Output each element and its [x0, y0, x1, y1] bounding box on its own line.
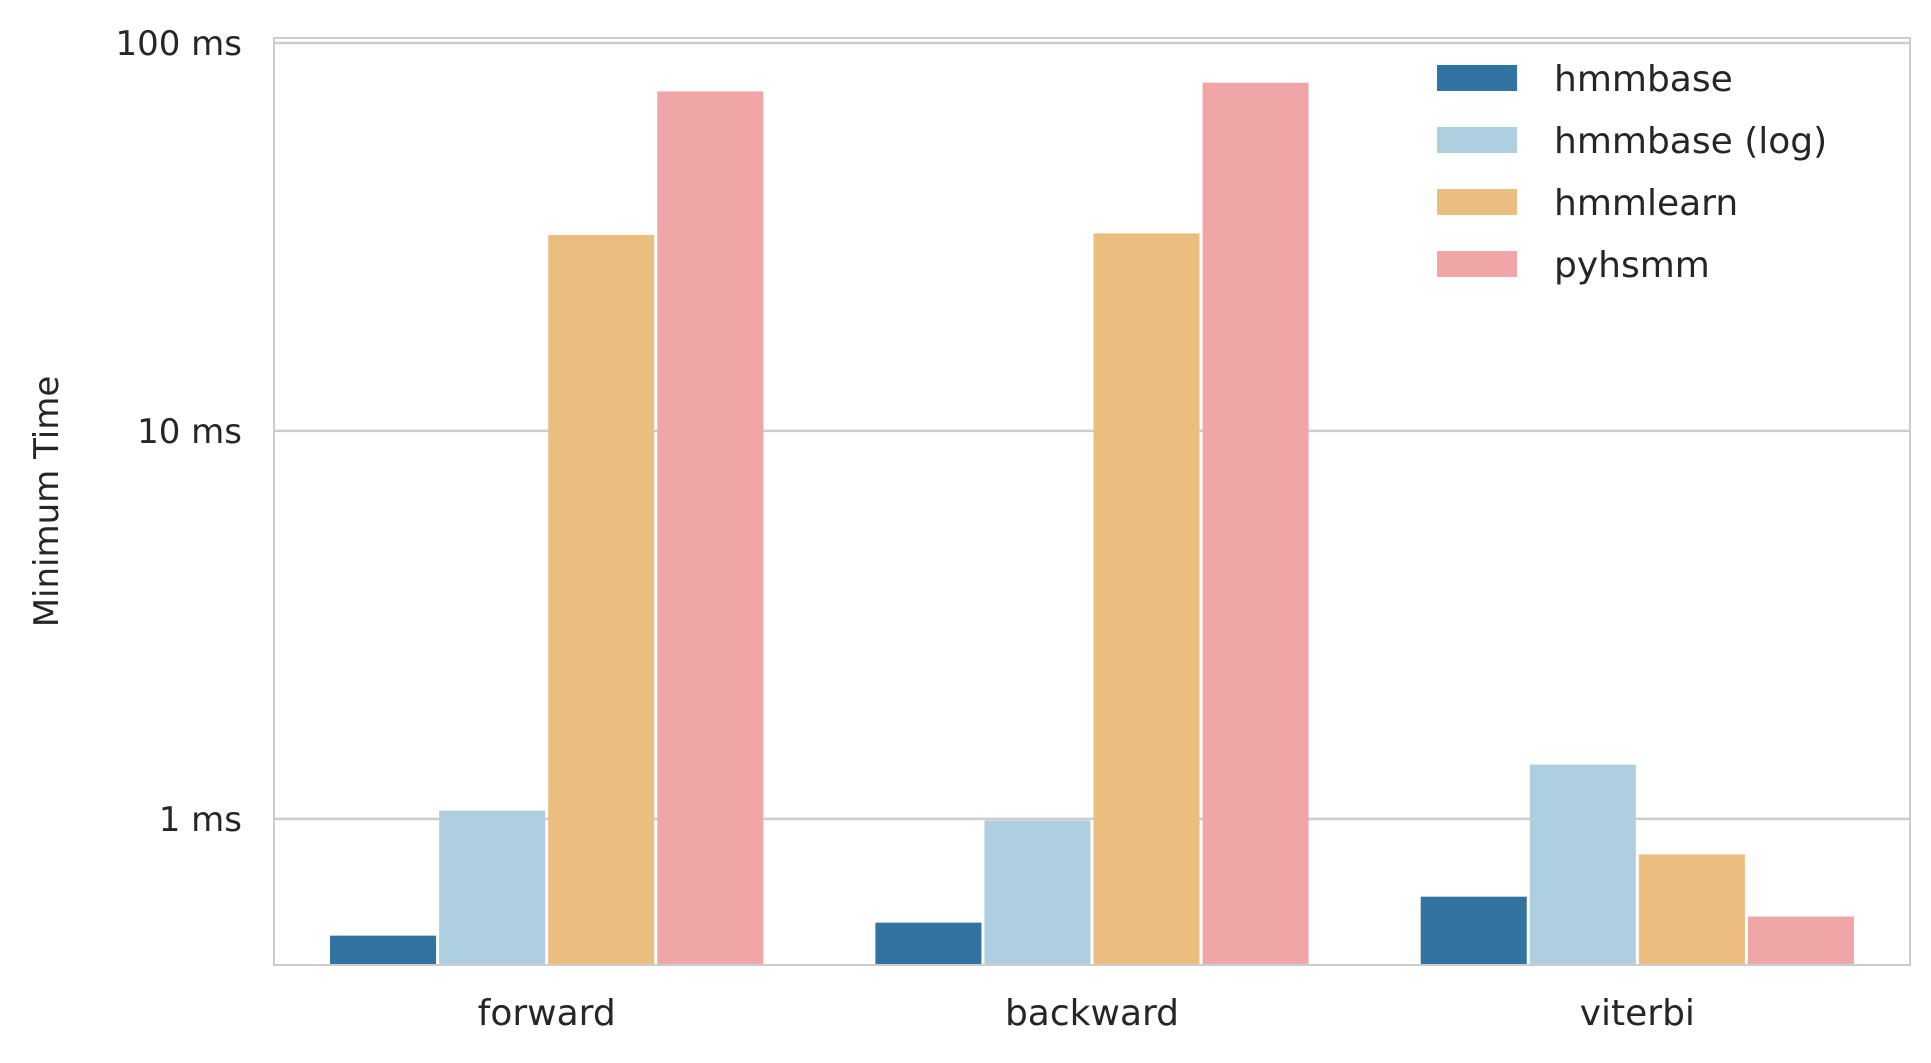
legend-label: hmmlearn: [1554, 183, 1738, 224]
legend: hmmbase hmmbase (log) hmmlearn pyhsmm: [1437, 59, 1827, 286]
legend-label: pyhsmm: [1554, 245, 1710, 286]
legend-swatch: [1437, 251, 1517, 277]
legend-label: hmmbase: [1554, 59, 1733, 100]
x-tick-label: backward: [1005, 993, 1179, 1034]
legend-swatch: [1437, 65, 1517, 91]
y-tick-label: 1 ms: [159, 800, 242, 840]
bar-hmmbase-viterbi: [1420, 896, 1527, 965]
y-axis-label: Minimum Time: [27, 376, 67, 628]
legend-label: hmmbase (log): [1554, 121, 1827, 162]
y-tick-label: 10 ms: [137, 412, 242, 452]
grid-lines: [274, 41, 1910, 821]
bar-hmmbase-log-backward: [984, 820, 1091, 965]
y-tick-label: 100 ms: [115, 24, 242, 64]
legend-swatch: [1437, 189, 1517, 215]
bar-hmmbase-log-forward: [439, 810, 546, 965]
y-tick-labels: 1 ms 10 ms 100 ms: [115, 24, 242, 840]
bar-hmmlearn-backward: [1093, 233, 1200, 965]
bar-pyhsmm-viterbi: [1747, 916, 1854, 965]
legend-swatch: [1437, 127, 1517, 153]
plot-frame: [273, 37, 1911, 966]
bar-pyhsmm-forward: [657, 91, 764, 966]
bar-hmmbase-backward: [875, 922, 982, 965]
bar-hmmbase-forward: [330, 935, 437, 965]
bar-pyhsmm-backward: [1202, 82, 1309, 966]
bar-hmmbase-log-viterbi: [1529, 764, 1636, 965]
bar-hmmlearn-forward: [548, 234, 655, 966]
x-tick-label: viterbi: [1580, 993, 1695, 1034]
x-tick-labels: forward backward viterbi: [478, 993, 1695, 1034]
bar-hmmlearn-viterbi: [1638, 854, 1745, 965]
x-tick-label: forward: [478, 993, 616, 1034]
bars: [330, 82, 1854, 966]
